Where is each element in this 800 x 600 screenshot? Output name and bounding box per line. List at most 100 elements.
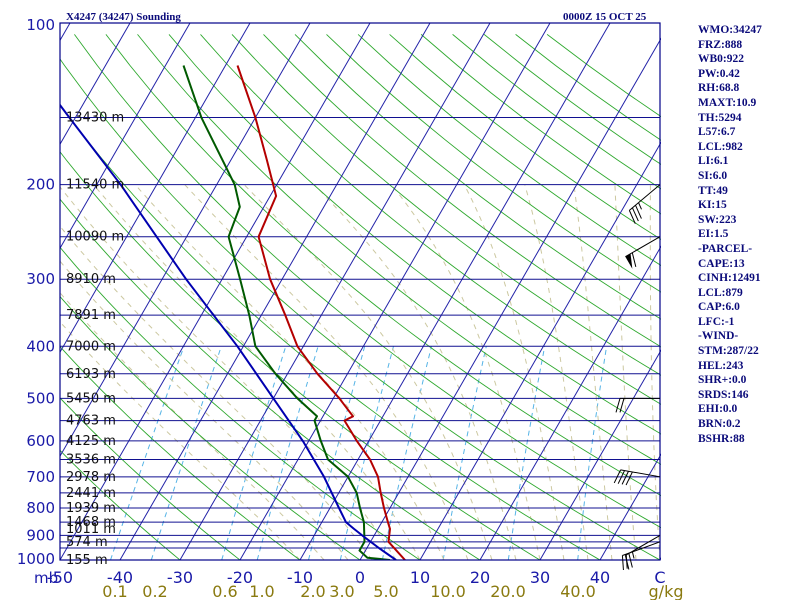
- dry-adiabat: [60, 449, 181, 560]
- index-item: LCL:879: [698, 286, 743, 299]
- moist-adiabat: [60, 292, 325, 560]
- wind-barb-flag: [628, 210, 636, 224]
- isotherm-line: [299, 23, 611, 560]
- temperature-tick-label: C: [654, 568, 665, 587]
- pressure-tick-label: 800: [26, 499, 55, 517]
- height-label: 8910 m: [66, 272, 116, 287]
- background-grid: [60, 23, 661, 560]
- pressure-tick-label: 400: [26, 337, 55, 355]
- wind-barb-flag: [631, 252, 637, 267]
- dry-adiabat: [326, 34, 661, 293]
- height-label: 1468 m: [66, 515, 116, 530]
- index-item: FRZ:888: [698, 38, 743, 51]
- height-label: 7000 m: [66, 339, 116, 354]
- dry-adiabat: [74, 34, 661, 529]
- wind-barb-flag: [625, 471, 633, 486]
- moist-adiabat: [134, 184, 445, 560]
- wind-barb-flag: [628, 553, 633, 568]
- dewpoint-profile: [182, 65, 391, 560]
- wind-barb-flag: [631, 207, 639, 222]
- dry-adiabat: [168, 34, 661, 435]
- moist-adiabat: [60, 225, 373, 560]
- dry-adiabat: [294, 34, 661, 320]
- moist-adiabat: [649, 184, 661, 560]
- height-label: 1011 m: [66, 522, 116, 537]
- index-item: SHR+:0.0: [698, 374, 747, 387]
- height-label: 3536 m: [66, 453, 116, 468]
- pressure-tick-label: 200: [26, 176, 55, 194]
- height-label: 1939 m: [66, 501, 116, 516]
- moist-adiabat: [573, 184, 613, 560]
- temperature-tick-label: 20: [470, 568, 490, 587]
- height-label: 155 m: [66, 553, 108, 568]
- isotherm-line: [419, 141, 661, 560]
- isotherm-line: [60, 23, 371, 560]
- height-label: 2978 m: [66, 470, 116, 485]
- parcel-profile: [60, 103, 397, 560]
- wind-barb: [624, 534, 661, 570]
- mixing-ratio-label: 0.6: [212, 582, 237, 600]
- sounding-profiles: [60, 65, 406, 560]
- index-item: -PARCEL-: [698, 242, 753, 255]
- wind-barbs: [613, 184, 661, 571]
- pressure-unit-label: mb: [34, 569, 58, 587]
- wind-barb-flag: [621, 471, 629, 485]
- index-item: HEL:243: [698, 359, 744, 372]
- height-label: 574 m: [66, 535, 108, 550]
- station-title: X4247 (34247) Sounding: [66, 11, 181, 23]
- wind-barb: [625, 236, 661, 269]
- wind-barb-flag: [624, 555, 630, 570]
- pressure-tick-label: 300: [26, 270, 55, 288]
- pressure-tick-label: 500: [26, 389, 55, 407]
- index-item: STM:287/22: [698, 345, 759, 358]
- mixing-ratio-label: 5.0: [373, 582, 398, 600]
- isotherm-line: [239, 23, 551, 560]
- index-item: SI:6.0: [698, 169, 728, 182]
- wind-barb: [613, 469, 661, 486]
- wind-barb: [628, 184, 661, 224]
- height-label: 11540 m: [66, 178, 124, 193]
- index-item: KI:15: [698, 199, 727, 212]
- height-label: 5450 m: [66, 391, 116, 406]
- dry-adiabat: [263, 34, 661, 348]
- height-label: 4125 m: [66, 434, 116, 449]
- index-item: BRN:0.2: [698, 418, 741, 431]
- height-label: 4763 m: [66, 414, 116, 429]
- mixing-ratio-label: 40.0: [560, 582, 596, 600]
- dry-adiabat: [60, 198, 481, 560]
- isotherm-line: [60, 23, 131, 146]
- isotherm-line: [60, 23, 251, 354]
- pressure-tick-label: 100: [26, 16, 55, 34]
- mixing-ratio-label: g/kg: [649, 582, 684, 600]
- index-item: MAXT:10.9: [698, 96, 757, 109]
- isotherm-line: [179, 23, 491, 560]
- temperature-tick-label: -30: [167, 568, 193, 587]
- wind-barb-flag: [619, 398, 625, 413]
- mixing-ratio-label: 2.0: [300, 582, 325, 600]
- height-label: 13430 m: [66, 111, 124, 126]
- index-item: LI:6.1: [698, 155, 729, 168]
- temperature-tick-label: 10: [410, 568, 430, 587]
- mixing-ratio-label: 0.1: [102, 582, 127, 600]
- dry-adiabat: [357, 34, 661, 266]
- wind-barb-staff: [625, 534, 661, 556]
- mixing-ratio-label: 1.0: [249, 582, 274, 600]
- temperature-tick-label: -50: [47, 568, 73, 587]
- plot-frame: [59, 22, 661, 561]
- temperature-tick-label: 30: [530, 568, 550, 587]
- isotherm-line: [60, 23, 191, 250]
- wind-barb-flag: [613, 469, 622, 484]
- wind-barb-staff: [620, 469, 661, 478]
- index-item: CAP:6.0: [698, 301, 740, 314]
- stability-indices-panel: WMO:34247 FRZ:888 WB0:922 PW:0.42 RH:68.8 MAX…: [698, 23, 798, 446]
- index-item: PW:0.42: [698, 67, 740, 80]
- index-item: TT:49: [698, 184, 728, 197]
- dry-adiabat: [60, 151, 541, 560]
- wind-barb-pennant: [625, 253, 633, 269]
- index-item: LCL:982: [698, 140, 743, 153]
- dry-adiabat: [60, 295, 361, 560]
- wind-barb-flag: [635, 205, 642, 219]
- dry-adiabat: [137, 34, 661, 465]
